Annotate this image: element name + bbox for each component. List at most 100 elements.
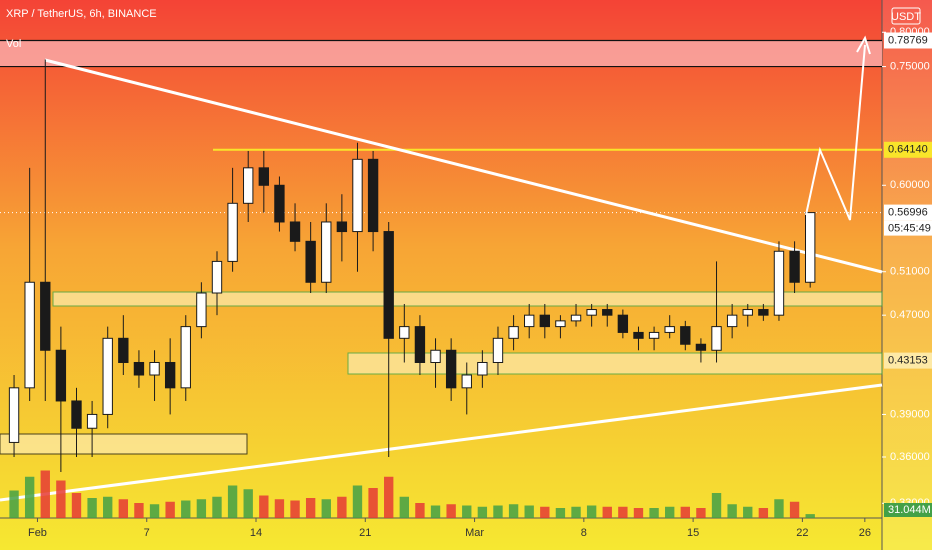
candle-body [367, 158, 379, 233]
candle-body [336, 221, 348, 233]
price-label-bg [884, 352, 932, 369]
candle-body [508, 326, 519, 339]
volume-bar [40, 470, 50, 518]
candle-body [55, 349, 67, 402]
candle-body [602, 309, 613, 316]
volume-bar [87, 498, 97, 518]
volume-bar [789, 501, 800, 518]
arrow-head [856, 35, 871, 55]
candle-body [149, 361, 160, 376]
volume-bar [508, 504, 519, 518]
candle-body [789, 250, 800, 283]
candle-body [274, 184, 285, 223]
support-zone [52, 291, 883, 307]
volume-bar [9, 490, 19, 518]
volume-bar [71, 493, 82, 518]
y-tick-label: 0.51000 [890, 266, 930, 278]
candle-body [555, 320, 566, 328]
candle-body [742, 309, 753, 316]
y-tick-label: 0.39000 [890, 408, 930, 420]
y-tick-label: 0.47000 [890, 309, 930, 321]
volume-bar [384, 476, 394, 518]
price-axis-bg [882, 0, 932, 550]
countdown: 05:45:49 [888, 223, 931, 235]
x-tick-label: 15 [687, 527, 699, 539]
candle-body [680, 326, 691, 345]
volume-bar [586, 505, 597, 518]
candle-body [524, 314, 535, 328]
candle-body [477, 361, 488, 376]
volume-bar [274, 499, 285, 518]
candle-body [648, 331, 660, 339]
volume-bar [462, 505, 472, 518]
volume-label-bg [884, 503, 932, 517]
candle-body [805, 212, 816, 283]
candle-body [40, 281, 51, 351]
x-tick-label: 21 [359, 527, 371, 539]
volume-bar [290, 500, 300, 518]
volume-bar [149, 504, 160, 518]
candle-body [414, 326, 426, 363]
candle-body [539, 314, 550, 328]
x-tick-label: 8 [581, 527, 587, 539]
support-zone [347, 352, 883, 375]
currency: USDT [891, 11, 921, 23]
volume-bar [493, 505, 503, 518]
price-label-bg [884, 141, 932, 158]
x-tick-label: Mar [465, 527, 484, 539]
candle-body [617, 314, 629, 333]
volume-bar [680, 506, 690, 518]
volume-bar [649, 508, 659, 518]
candle-body [258, 167, 270, 186]
trendline [44, 58, 883, 274]
volume-bar [743, 506, 753, 518]
volume-bar [56, 480, 66, 518]
volume-bar [602, 506, 612, 518]
volume-bar [477, 506, 488, 518]
y-tick-label: 0.36000 [890, 451, 930, 463]
price-label: 0.43153 [888, 355, 928, 367]
candle-body [133, 361, 145, 376]
volume-bar [24, 476, 35, 518]
volume-bar [103, 496, 113, 518]
volume-bar [540, 506, 550, 518]
price-label: 0.78769 [888, 34, 928, 46]
x-tick-label: 22 [796, 527, 808, 539]
volume-bar [805, 514, 815, 518]
x-tick-label: 14 [250, 527, 262, 539]
volume-bar [727, 504, 737, 518]
candle-body [86, 413, 98, 429]
candle-body [118, 337, 129, 363]
y-tick-label: 0.60000 [890, 179, 930, 191]
volume-bar [633, 508, 644, 518]
candle-body [664, 326, 675, 333]
candle-body [461, 374, 472, 389]
volume-bar [774, 499, 784, 518]
candle-body [773, 250, 785, 316]
volume-bar [337, 496, 347, 518]
candle-body [352, 158, 363, 233]
candle-body [570, 314, 582, 322]
currency-box [891, 7, 921, 25]
volume-bar [415, 503, 425, 518]
candle-body [445, 349, 457, 389]
candle-body [8, 387, 20, 443]
volume-bar [524, 505, 534, 518]
candle-body [196, 292, 207, 328]
candle-body [695, 343, 707, 351]
candle-body [305, 240, 316, 283]
candle-body [71, 400, 82, 429]
volume-bar [259, 495, 269, 518]
chart-title: XRP / TetherUS, 6h, BINANCE [6, 8, 157, 20]
volume-bar [181, 500, 191, 518]
price-label-bg [884, 204, 932, 221]
candle-body [383, 231, 394, 339]
candle-body [321, 221, 332, 283]
volume-bar [212, 496, 222, 518]
x-tick-label: Feb [28, 527, 47, 539]
volume-bar [446, 504, 456, 518]
volume-label: 31.044M [888, 504, 931, 516]
candle-body [633, 331, 644, 339]
candle-body [164, 361, 176, 389]
